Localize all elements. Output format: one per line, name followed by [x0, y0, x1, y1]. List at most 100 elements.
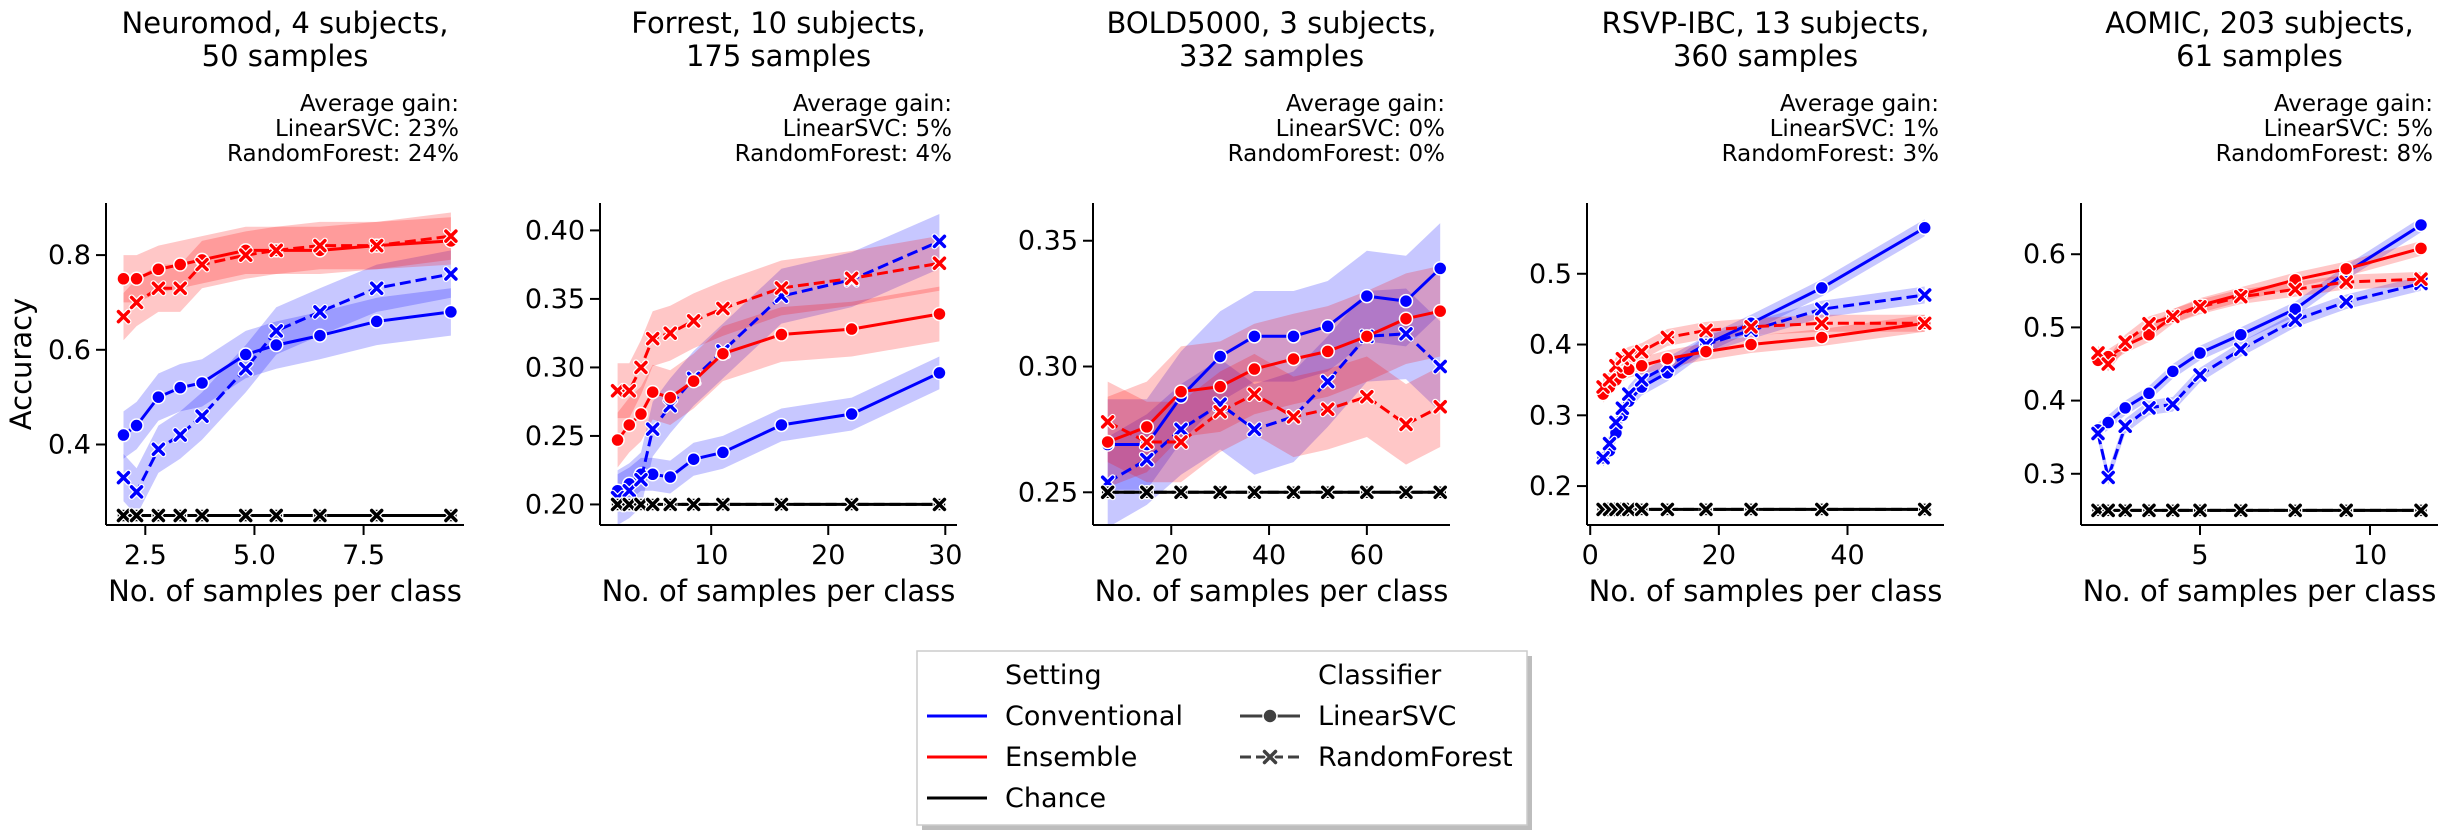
confidence-band-ensemble-randomforest [1107, 353, 1441, 483]
series-chance-randomforest-point [716, 497, 730, 512]
series-chance-randomforest-point [1660, 502, 1675, 517]
series-conventional-randomforest-point [1622, 387, 1636, 401]
confidence-band-ensemble-linearsvc [1107, 265, 1441, 488]
series-ensemble-randomforest-point [663, 326, 677, 340]
series-ensemble-randomforest-point [2193, 300, 2207, 314]
series-ensemble-randomforest-point [195, 257, 209, 272]
series-conventional-linearsvc-point [172, 380, 188, 395]
series-conventional-randomforest-point [622, 483, 637, 498]
gain-annotation-line: Average gain: [793, 91, 952, 117]
series-chance-randomforest-point [129, 508, 144, 523]
series-conventional-linearsvc-point [774, 417, 789, 433]
panel-1: Neuromod, 4 subjects,50 samples Average g… [4, 6, 464, 608]
confidence-band-conventional-randomforest [2098, 276, 2421, 485]
series-conventional-randomforest-point [151, 442, 166, 456]
series-ensemble-randomforest-point [116, 309, 131, 324]
series-ensemble-randomforest-point [2339, 275, 2353, 289]
x-tick-label: 20 [811, 540, 845, 571]
series-chance-randomforest-point [2414, 503, 2428, 518]
series-ensemble-randomforest-point [1634, 344, 1649, 359]
series-chance-randomforest-point [1286, 485, 1301, 500]
series-conventional-linearsvc-point [715, 445, 731, 460]
series-ensemble-randomforest-point [2101, 357, 2115, 371]
series-ensemble-linearsvc-point [1398, 311, 1414, 326]
legend-randomforest-marker-core [1262, 749, 1278, 765]
series-chance-randomforest-point [195, 508, 209, 523]
y-tick-label: 0.5 [2023, 312, 2066, 343]
series-chance-randomforest-point [1174, 485, 1188, 500]
series-conventional-linearsvc-point [1398, 293, 1414, 309]
series-conventional-randomforest-point [195, 409, 209, 423]
gain-annotation-line: RandomForest: 24% [227, 141, 459, 167]
gain-annotation-line: Average gain: [300, 91, 459, 117]
confidence-band-ensemble-randomforest [2098, 271, 2421, 372]
series-conventional-linearsvc-point [2117, 400, 2133, 416]
panel-3: BOLD5000, 3 subjects,332 samples Average … [1018, 6, 1450, 608]
series-ensemble-randomforest-point [2166, 309, 2180, 324]
series-conventional-linearsvc-point [238, 347, 253, 362]
y-tick-label: 0.8 [48, 240, 91, 271]
confidence-band-conventional-randomforest [617, 214, 940, 525]
series-ensemble-linearsvc-point [774, 327, 789, 342]
y-tick-label: 0.3 [2023, 459, 2066, 490]
series-ensemble-randomforest-point [1815, 316, 1829, 331]
series-ensemble-randomforest-point [269, 243, 284, 258]
panel-title-line: AOMIC, 203 subjects, [2105, 6, 2413, 40]
series-chance-randomforest-point [1100, 485, 1115, 500]
series-ensemble-linearsvc-point [1634, 358, 1649, 374]
series-conventional-randomforest-line [2096, 282, 2422, 479]
panel-title-line: Forrest, 10 subjects, [631, 6, 925, 40]
x-tick-label: 30 [928, 540, 962, 571]
series-chance-randomforest-point [1213, 485, 1227, 500]
series-ensemble-randomforest-point [1174, 435, 1188, 449]
gain-annotation-line: RandomForest: 8% [2216, 141, 2433, 167]
x-tick-label: 10 [694, 540, 728, 571]
series-ensemble-randomforest-point [1100, 415, 1115, 429]
series-ensemble-randomforest-point [313, 238, 327, 253]
series-chance-randomforest-point [1634, 502, 1649, 517]
panel-2: Forrest, 10 subjects,175 samples Average … [525, 6, 963, 608]
series-conventional-randomforest-point [1320, 374, 1335, 389]
series-ensemble-randomforest-point [2118, 335, 2132, 349]
series-conventional-linearsvc-point [312, 328, 328, 343]
legend-ensemble-label: Ensemble [1005, 742, 1137, 773]
series-chance-randomforest-point [1433, 485, 1447, 500]
series-conventional-linearsvc-point [2100, 415, 2116, 430]
y-tick-label: 0.30 [1018, 352, 1078, 383]
series-conventional-randomforest-line [1106, 332, 1442, 484]
series-conventional-randomforest-line [122, 272, 452, 494]
series-ensemble-randomforest-point [238, 248, 253, 262]
series-conventional-linearsvc-point [1212, 349, 1228, 364]
series-ensemble-randomforest-point [2288, 282, 2302, 297]
series-conventional-randomforest-point [645, 422, 660, 436]
series-ensemble-randomforest-line [1107, 392, 1441, 444]
series-conventional-randomforest-point [1615, 401, 1630, 415]
series-chance-randomforest-point [844, 497, 859, 512]
series-chance-randomforest-point [116, 508, 131, 523]
series-conventional-linearsvc-point [2413, 217, 2429, 233]
y-tick-label: 0.20 [525, 489, 585, 520]
panel-4: RSVP-IBC, 13 subjects,360 samples Average… [1529, 6, 1944, 608]
series-ensemble-linearsvc-point [844, 321, 859, 337]
x-tick-label: 10 [2353, 540, 2387, 571]
series-conventional-linearsvc-point [269, 337, 284, 353]
legend-setting-title: Setting [1005, 660, 1102, 691]
series-chance-randomforest-point [1140, 485, 1154, 500]
series-chance-randomforest-point [1699, 502, 1713, 517]
series-ensemble-linearsvc-point [622, 417, 637, 433]
y-tick-label: 0.2 [1529, 471, 1572, 502]
gain-annotation-line: RandomForest: 0% [1228, 141, 1445, 167]
series-conventional-randomforest-point [1433, 359, 1447, 374]
series-chance-randomforest-point [1917, 502, 1932, 517]
gain-annotation-line: Average gain: [1286, 91, 1445, 117]
series-conventional-linearsvc-point [1917, 220, 1932, 236]
series-ensemble-randomforest-point [1602, 373, 1617, 387]
y-tick-label: 0.4 [2023, 386, 2066, 417]
series-conventional-randomforest-point [2166, 397, 2180, 411]
series-conventional-randomforest-point [1140, 452, 1154, 467]
x-tick-label: 20 [1702, 540, 1736, 571]
series-conventional-randomforest-point [129, 485, 144, 499]
panel-title-line: BOLD5000, 3 subjects, [1106, 6, 1436, 40]
series-conventional-linearsvc-point [194, 375, 210, 391]
series-ensemble-randomforest-point [1660, 330, 1675, 345]
